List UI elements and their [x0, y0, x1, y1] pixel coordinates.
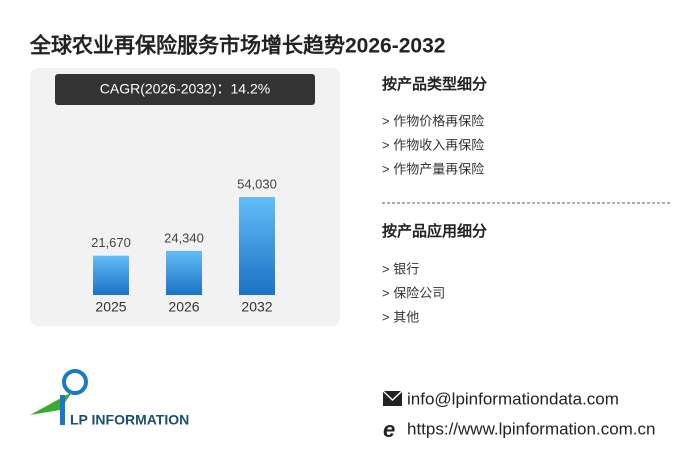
section-item: > 银行 [382, 261, 419, 276]
bar [239, 197, 275, 295]
section-item: > 作物产量再保险 [382, 161, 484, 176]
section-item: > 保险公司 [382, 285, 445, 300]
logo-text: LP INFORMATION [70, 412, 189, 428]
section-item: > 其他 [382, 309, 419, 324]
section-item: > 作物价格再保险 [382, 113, 484, 128]
bar [166, 250, 202, 295]
logo-bar [60, 395, 65, 425]
email-icon-flap [382, 390, 403, 402]
section-item: > 作物收入再保险 [382, 137, 484, 152]
section-title: 按产品类型细分 [382, 75, 487, 93]
value-label: 24,340 [164, 230, 204, 245]
value-label: 21,670 [91, 235, 131, 250]
logo-ring [62, 369, 88, 395]
bar-chart: 21,670 2025 24,340 2026 54,030 2032 [91, 176, 277, 314]
website[interactable]: https://www.lpinformation.com.cn [407, 419, 655, 438]
logo-swoosh [30, 392, 72, 415]
cagr-box [55, 74, 315, 105]
page-title: 全球农业再保险服务市场增长趋势2026-2032 [29, 34, 445, 58]
value-label: 54,030 [237, 176, 277, 191]
web-icon: e [383, 417, 395, 442]
bar [93, 255, 129, 295]
cagr-label: CAGR(2026-2032)：14.2% [100, 81, 270, 97]
x-tick-label: 2032 [241, 299, 272, 315]
x-tick-label: 2026 [168, 299, 199, 315]
segment-sections: 按产品类型细分 > 作物价格再保险 > 作物收入再保险 > 作物产量再保险按产品应用细… [382, 75, 487, 324]
x-tick-label: 2025 [95, 299, 126, 315]
logo: LP INFORMATION [30, 369, 189, 428]
section-title: 按产品应用细分 [382, 222, 487, 240]
email[interactable]: info@lpinformationdata.com [407, 389, 619, 408]
